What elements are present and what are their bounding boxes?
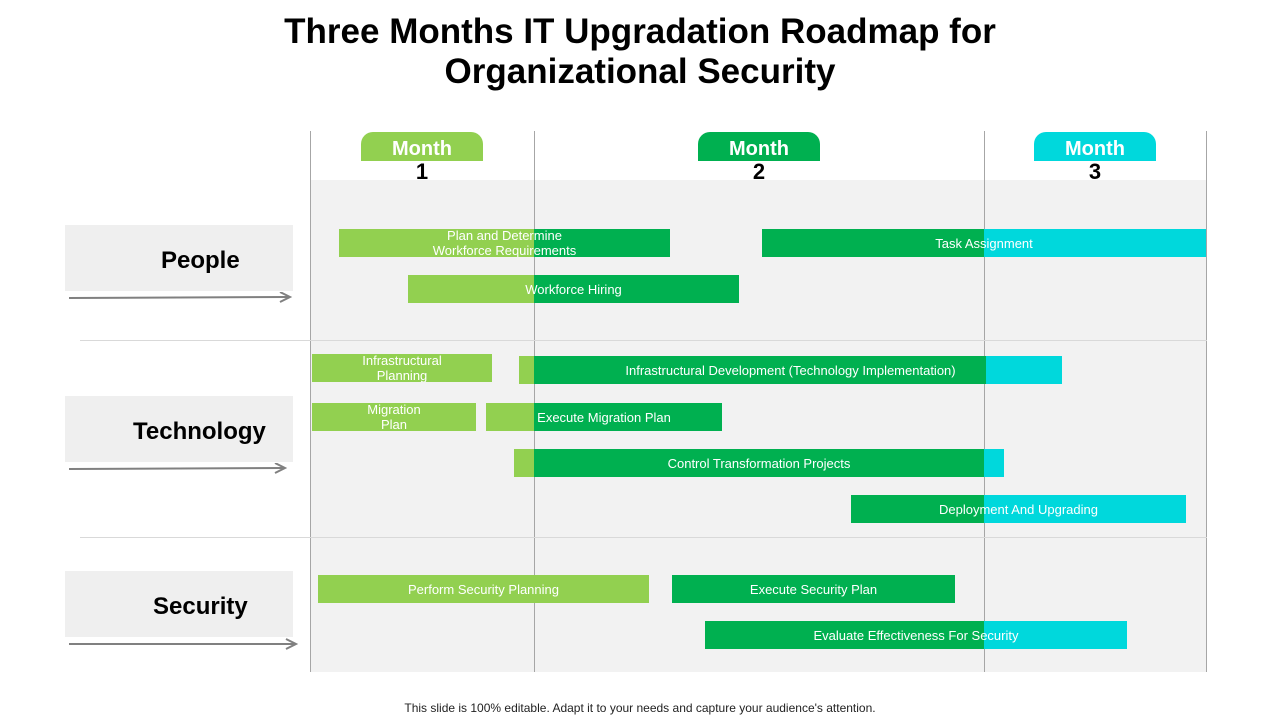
row-divider-technology-security: [80, 537, 1207, 538]
category-people-box: [65, 225, 293, 291]
task-bar-evaluate-effectiveness: Evaluate Effectiveness For Security: [705, 621, 1127, 649]
category-technology-arrow-icon: [68, 463, 288, 474]
month-1-tab: Month: [361, 132, 483, 161]
task-label: Execute Migration Plan: [537, 409, 671, 425]
task-bar-plan-workforce: Plan and Determine Workforce Requirement…: [339, 229, 670, 257]
task-bar-workforce-hiring: Workforce Hiring: [408, 275, 739, 303]
category-technology-box: [65, 396, 293, 462]
task-label: Execute Security Plan: [749, 581, 878, 597]
task-bar-perform-security-planning: Perform Security Planning: [318, 575, 649, 603]
task-bar-execute-migration-plan: Execute Migration Plan: [486, 403, 722, 431]
task-bar-control-transformation: Control Transformation Projects: [514, 449, 1004, 477]
task-label: Plan and Determine Workforce Requirement…: [432, 229, 577, 257]
bar-segment-month-1: [514, 449, 534, 477]
bar-segment-month-2: [534, 449, 984, 477]
bar-segment-month-2: [534, 229, 670, 257]
bar-segment-month-2: [762, 229, 984, 257]
bar-segment-month-3: [984, 449, 1004, 477]
task-label: Infrastructural Planning: [362, 354, 442, 382]
task-bar-deployment-upgrading: Deployment And Upgrading: [851, 495, 1186, 523]
task-bar-migration-plan: Migration Plan: [312, 403, 476, 431]
category-technology-label: Technology: [133, 418, 266, 445]
bar-segment-month-2: [705, 621, 984, 649]
bar-segment-month-2: [534, 403, 722, 431]
bar-segment-month-1: [486, 403, 534, 431]
grid-line-start: [310, 131, 311, 672]
task-label: Deployment And Upgrading: [939, 501, 1098, 517]
task-bar-task-assignment: Task Assignment: [762, 229, 1206, 257]
month-2-tab: Month: [698, 132, 820, 161]
page-title-line-1: Three Months IT Upgradation Roadmap for: [284, 12, 996, 51]
bar-segment-month-1: [312, 403, 476, 431]
bar-segment-month-2: [534, 356, 986, 384]
bar-segment-month-3: [986, 356, 1062, 384]
month-1-number: 1: [415, 159, 429, 184]
category-security-arrow-icon: [69, 638, 299, 650]
task-bar-infrastructural-development: Infrastructural Development (Technology …: [519, 356, 1062, 384]
grid-line-month-2-end: [984, 131, 985, 672]
category-people-arrow-icon: [68, 292, 293, 303]
grid-line-month-1-end: [534, 131, 535, 672]
bar-segment-month-2: [534, 275, 739, 303]
task-label: Perform Security Planning: [407, 581, 559, 597]
category-people-label: People: [161, 247, 240, 274]
bar-segment-month-3: [984, 495, 1186, 523]
task-label: Workforce Hiring: [525, 281, 622, 297]
bar-segment-month-1: [318, 575, 649, 603]
bar-segment-month-1: [519, 356, 534, 384]
bar-segment-month-2: [672, 575, 955, 603]
task-label: Task Assignment: [935, 235, 1033, 251]
bar-segment-month-3: [984, 229, 1206, 257]
task-bar-infrastructural-planning: Infrastructural Planning: [312, 354, 492, 382]
bar-segment-month-1: [339, 229, 534, 257]
bar-segment-month-3: [984, 621, 1127, 649]
page-title-line-2: Organizational Security: [444, 52, 836, 91]
task-label: Evaluate Effectiveness For Security: [813, 627, 1019, 643]
bar-segment-month-2: [851, 495, 984, 523]
category-security-box: [65, 571, 293, 637]
month-2-number: 2: [752, 159, 766, 184]
category-security-label: Security: [153, 593, 248, 620]
bar-segment-month-1: [312, 354, 492, 382]
task-bar-execute-security-plan: Execute Security Plan: [672, 575, 955, 603]
grid-line-end: [1206, 131, 1207, 672]
task-label: Control Transformation Projects: [667, 455, 851, 471]
month-3-number: 3: [1088, 159, 1102, 184]
task-label: Infrastructural Development (Technology …: [625, 362, 956, 378]
task-label: Migration Plan: [367, 403, 421, 431]
month-3-tab: Month: [1034, 132, 1156, 161]
row-divider-people-technology: [80, 340, 1207, 341]
bar-segment-month-1: [408, 275, 534, 303]
footer-note: This slide is 100% editable. Adapt it to…: [404, 701, 876, 715]
